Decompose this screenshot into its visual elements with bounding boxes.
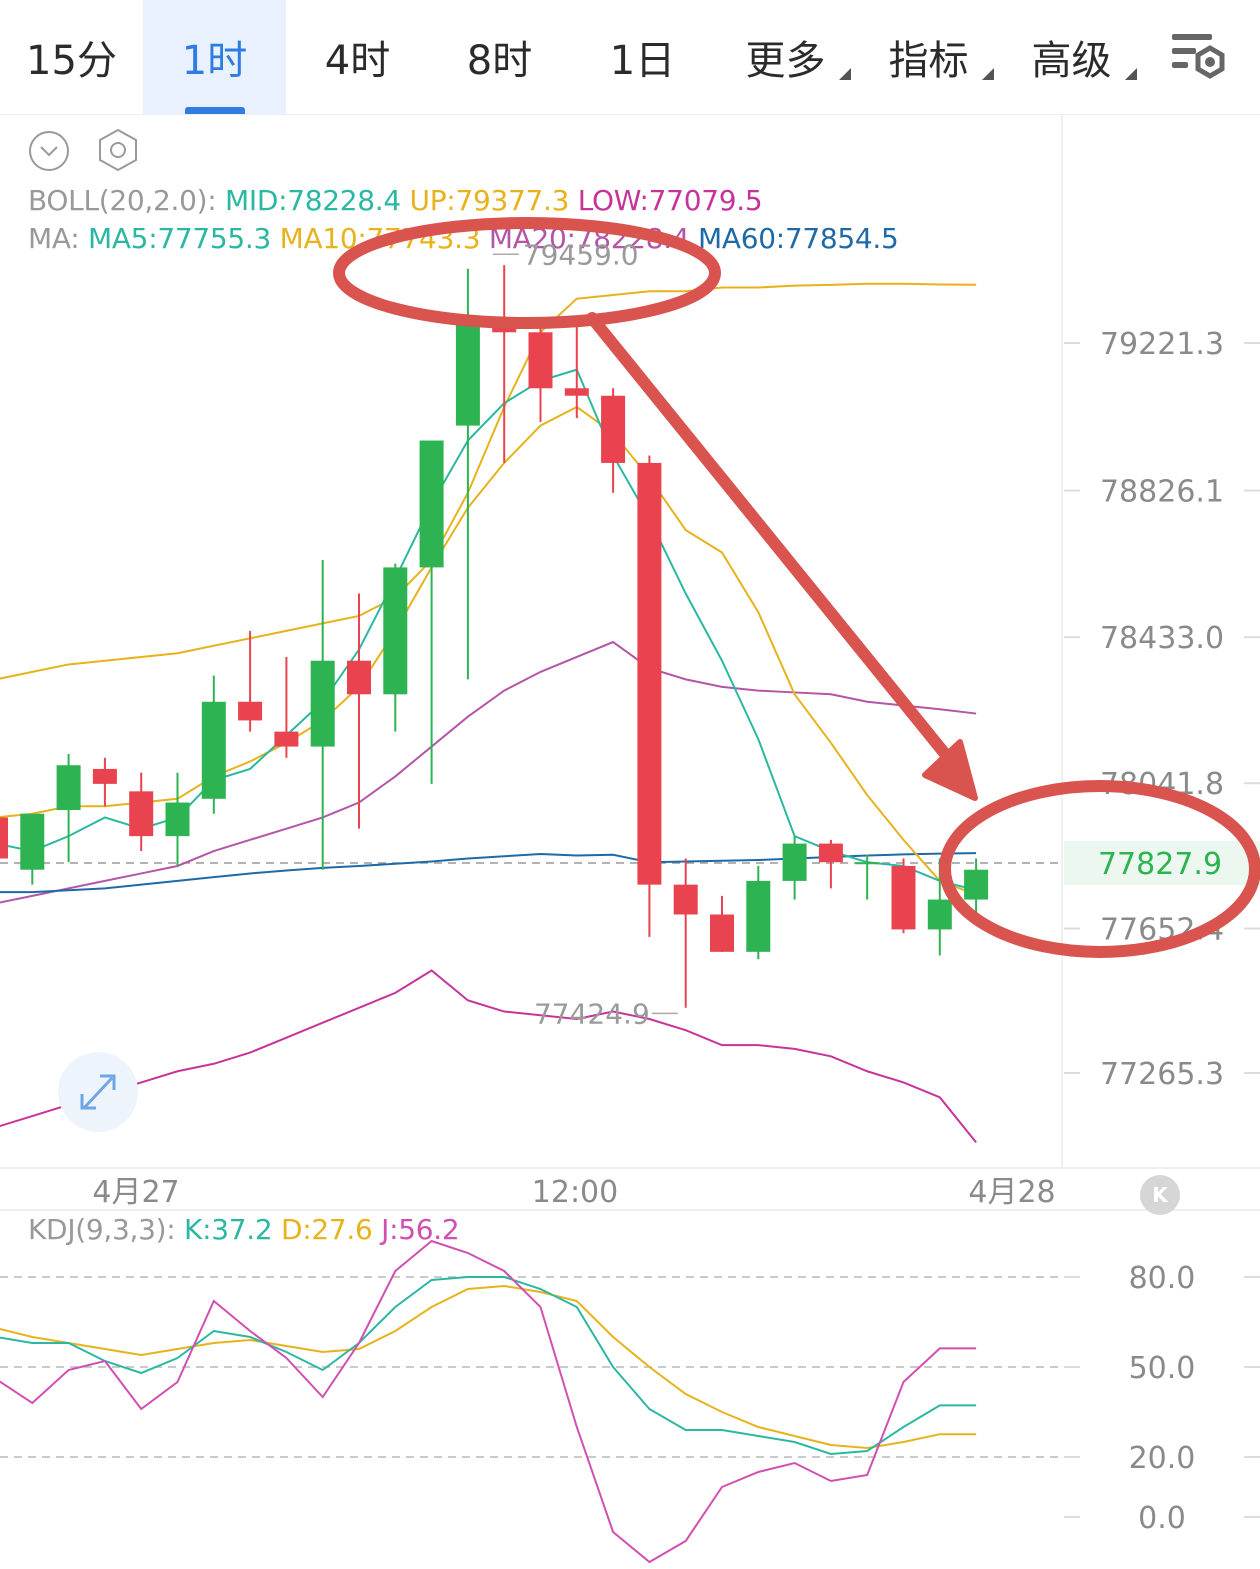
current-price-label: 77827.9 xyxy=(1098,847,1222,882)
tab-0[interactable]: 15分 xyxy=(0,0,143,114)
k-line-button[interactable]: K xyxy=(1140,1175,1180,1215)
tab-4[interactable]: 1日 xyxy=(571,0,714,114)
candle-body xyxy=(927,899,952,930)
chart-settings-icon[interactable] xyxy=(1168,28,1228,84)
candle-body xyxy=(455,321,480,426)
boll-low-value: LOW:77079.5 xyxy=(577,184,763,217)
candle-body xyxy=(165,802,190,837)
ma5-line xyxy=(0,368,977,892)
tab-label: 15分 xyxy=(26,38,117,84)
tab-7[interactable]: 高级 xyxy=(1000,0,1143,114)
time-axis-label: 4月28 xyxy=(968,1175,1055,1210)
kdj-tick-label: 0.0 xyxy=(1138,1501,1186,1536)
candle-body xyxy=(92,768,117,784)
candle-body xyxy=(419,440,444,568)
tab-label: 更多 xyxy=(745,38,826,84)
candle-body xyxy=(274,731,299,747)
kdj-k-value: K:37.2 xyxy=(184,1213,273,1246)
ma-name: MA: xyxy=(28,222,80,255)
candle-body xyxy=(56,765,81,810)
boll-up-value: UP:79377.3 xyxy=(409,184,570,217)
candle-body xyxy=(710,914,734,952)
boll-mid-value: MID:78228.4 xyxy=(225,184,401,217)
ma10-line xyxy=(0,405,977,896)
tab-label: 1日 xyxy=(609,38,676,84)
candle-body xyxy=(564,388,589,396)
tab-3[interactable]: 8时 xyxy=(428,0,571,114)
boll-mid-line xyxy=(0,640,977,904)
kdj-tick-label: 20.0 xyxy=(1129,1441,1196,1476)
active-tab-indicator xyxy=(184,107,245,114)
kdj-name: KDJ(9,3,3): xyxy=(28,1213,176,1246)
current-price-badge xyxy=(1064,841,1260,886)
price-tick-label: 77652.4 xyxy=(1100,913,1224,948)
price-tick-label: 78826.1 xyxy=(1100,474,1224,509)
annotation-current-circle xyxy=(939,780,1260,958)
candle-body xyxy=(818,843,843,863)
candle-body xyxy=(20,813,45,870)
kdj-j-line xyxy=(0,1239,977,1564)
candle-body xyxy=(637,462,662,885)
ma60-value: MA60:77854.5 xyxy=(697,222,899,255)
tab-label: 4时 xyxy=(324,38,391,84)
boll-lower-line xyxy=(0,969,977,1143)
kdj-d-line xyxy=(0,1284,977,1450)
boll-legend: BOLL(20,2.0): MID:78228.4 UP:79377.3 LOW… xyxy=(28,184,763,217)
ma60-line xyxy=(0,852,977,894)
candle-body xyxy=(0,817,8,859)
time-axis-label: 12:00 xyxy=(532,1175,618,1210)
collapse-chevron-icon[interactable] xyxy=(28,130,70,176)
tab-label: 高级 xyxy=(1031,38,1112,84)
candle-body xyxy=(528,332,553,389)
annotation-arrow-head xyxy=(922,739,978,801)
ma20-value: MA20:78228.4 xyxy=(488,222,690,255)
kdj-k-line xyxy=(0,1276,977,1456)
candle-body xyxy=(855,862,880,865)
candle-body xyxy=(746,880,771,952)
dropdown-caret-icon xyxy=(839,68,851,80)
candle-body xyxy=(383,567,408,695)
low-price-marker: 77424.9 xyxy=(534,997,650,1030)
candle-body xyxy=(891,865,916,930)
candle-body xyxy=(964,869,989,900)
candle-body xyxy=(201,701,226,799)
price-tick-label: 79221.3 xyxy=(1100,327,1224,362)
candle-body xyxy=(238,701,263,721)
candle-body xyxy=(129,791,154,837)
candle-body xyxy=(492,321,517,333)
candle-body xyxy=(601,395,626,463)
time-axis-label: 4月27 xyxy=(92,1175,179,1210)
candle-body xyxy=(782,843,807,881)
price-tick-label: 78433.0 xyxy=(1100,621,1224,656)
tab-label: 指标 xyxy=(888,38,969,84)
ma10-value: MA10:77743.3 xyxy=(279,222,481,255)
candle-body xyxy=(347,660,371,695)
candle-body xyxy=(673,884,698,915)
price-tick-label: 78041.8 xyxy=(1100,767,1224,802)
tab-5[interactable]: 更多 xyxy=(714,0,857,114)
annotation-arrow-shaft xyxy=(586,312,956,766)
dropdown-caret-icon xyxy=(982,68,994,80)
tab-label: 8时 xyxy=(466,38,533,84)
boll-upper-line xyxy=(0,282,977,680)
tab-label: 1时 xyxy=(181,38,248,84)
ma5-value: MA5:77755.3 xyxy=(87,222,272,255)
dropdown-caret-icon xyxy=(1125,68,1137,80)
kdj-d-value: D:27.6 xyxy=(280,1213,373,1246)
tab-2[interactable]: 4时 xyxy=(286,0,429,114)
kdj-legend: KDJ(9,3,3): K:37.2 D:27.6 J:56.2 xyxy=(28,1213,460,1246)
candle-body xyxy=(310,660,335,747)
timeframe-tab-bar: 15分 1时 4时 8时 1日 更多 指标 高级 xyxy=(0,0,1260,115)
price-tick-label: 77265.3 xyxy=(1100,1057,1224,1092)
kdj-tick-label: 80.0 xyxy=(1129,1261,1196,1296)
indicator-settings-icon[interactable] xyxy=(96,128,140,176)
tab-1[interactable]: 1时 xyxy=(143,0,286,114)
expand-chart-button[interactable] xyxy=(58,1052,138,1132)
kdj-tick-label: 50.0 xyxy=(1129,1351,1196,1386)
boll-name: BOLL(20,2.0): xyxy=(28,184,217,217)
tab-6[interactable]: 指标 xyxy=(857,0,1000,114)
ma-legend: MA: MA5:77755.3 MA10:77743.3 MA20:78228.… xyxy=(28,222,899,255)
kdj-j-value: J:56.2 xyxy=(381,1213,460,1246)
